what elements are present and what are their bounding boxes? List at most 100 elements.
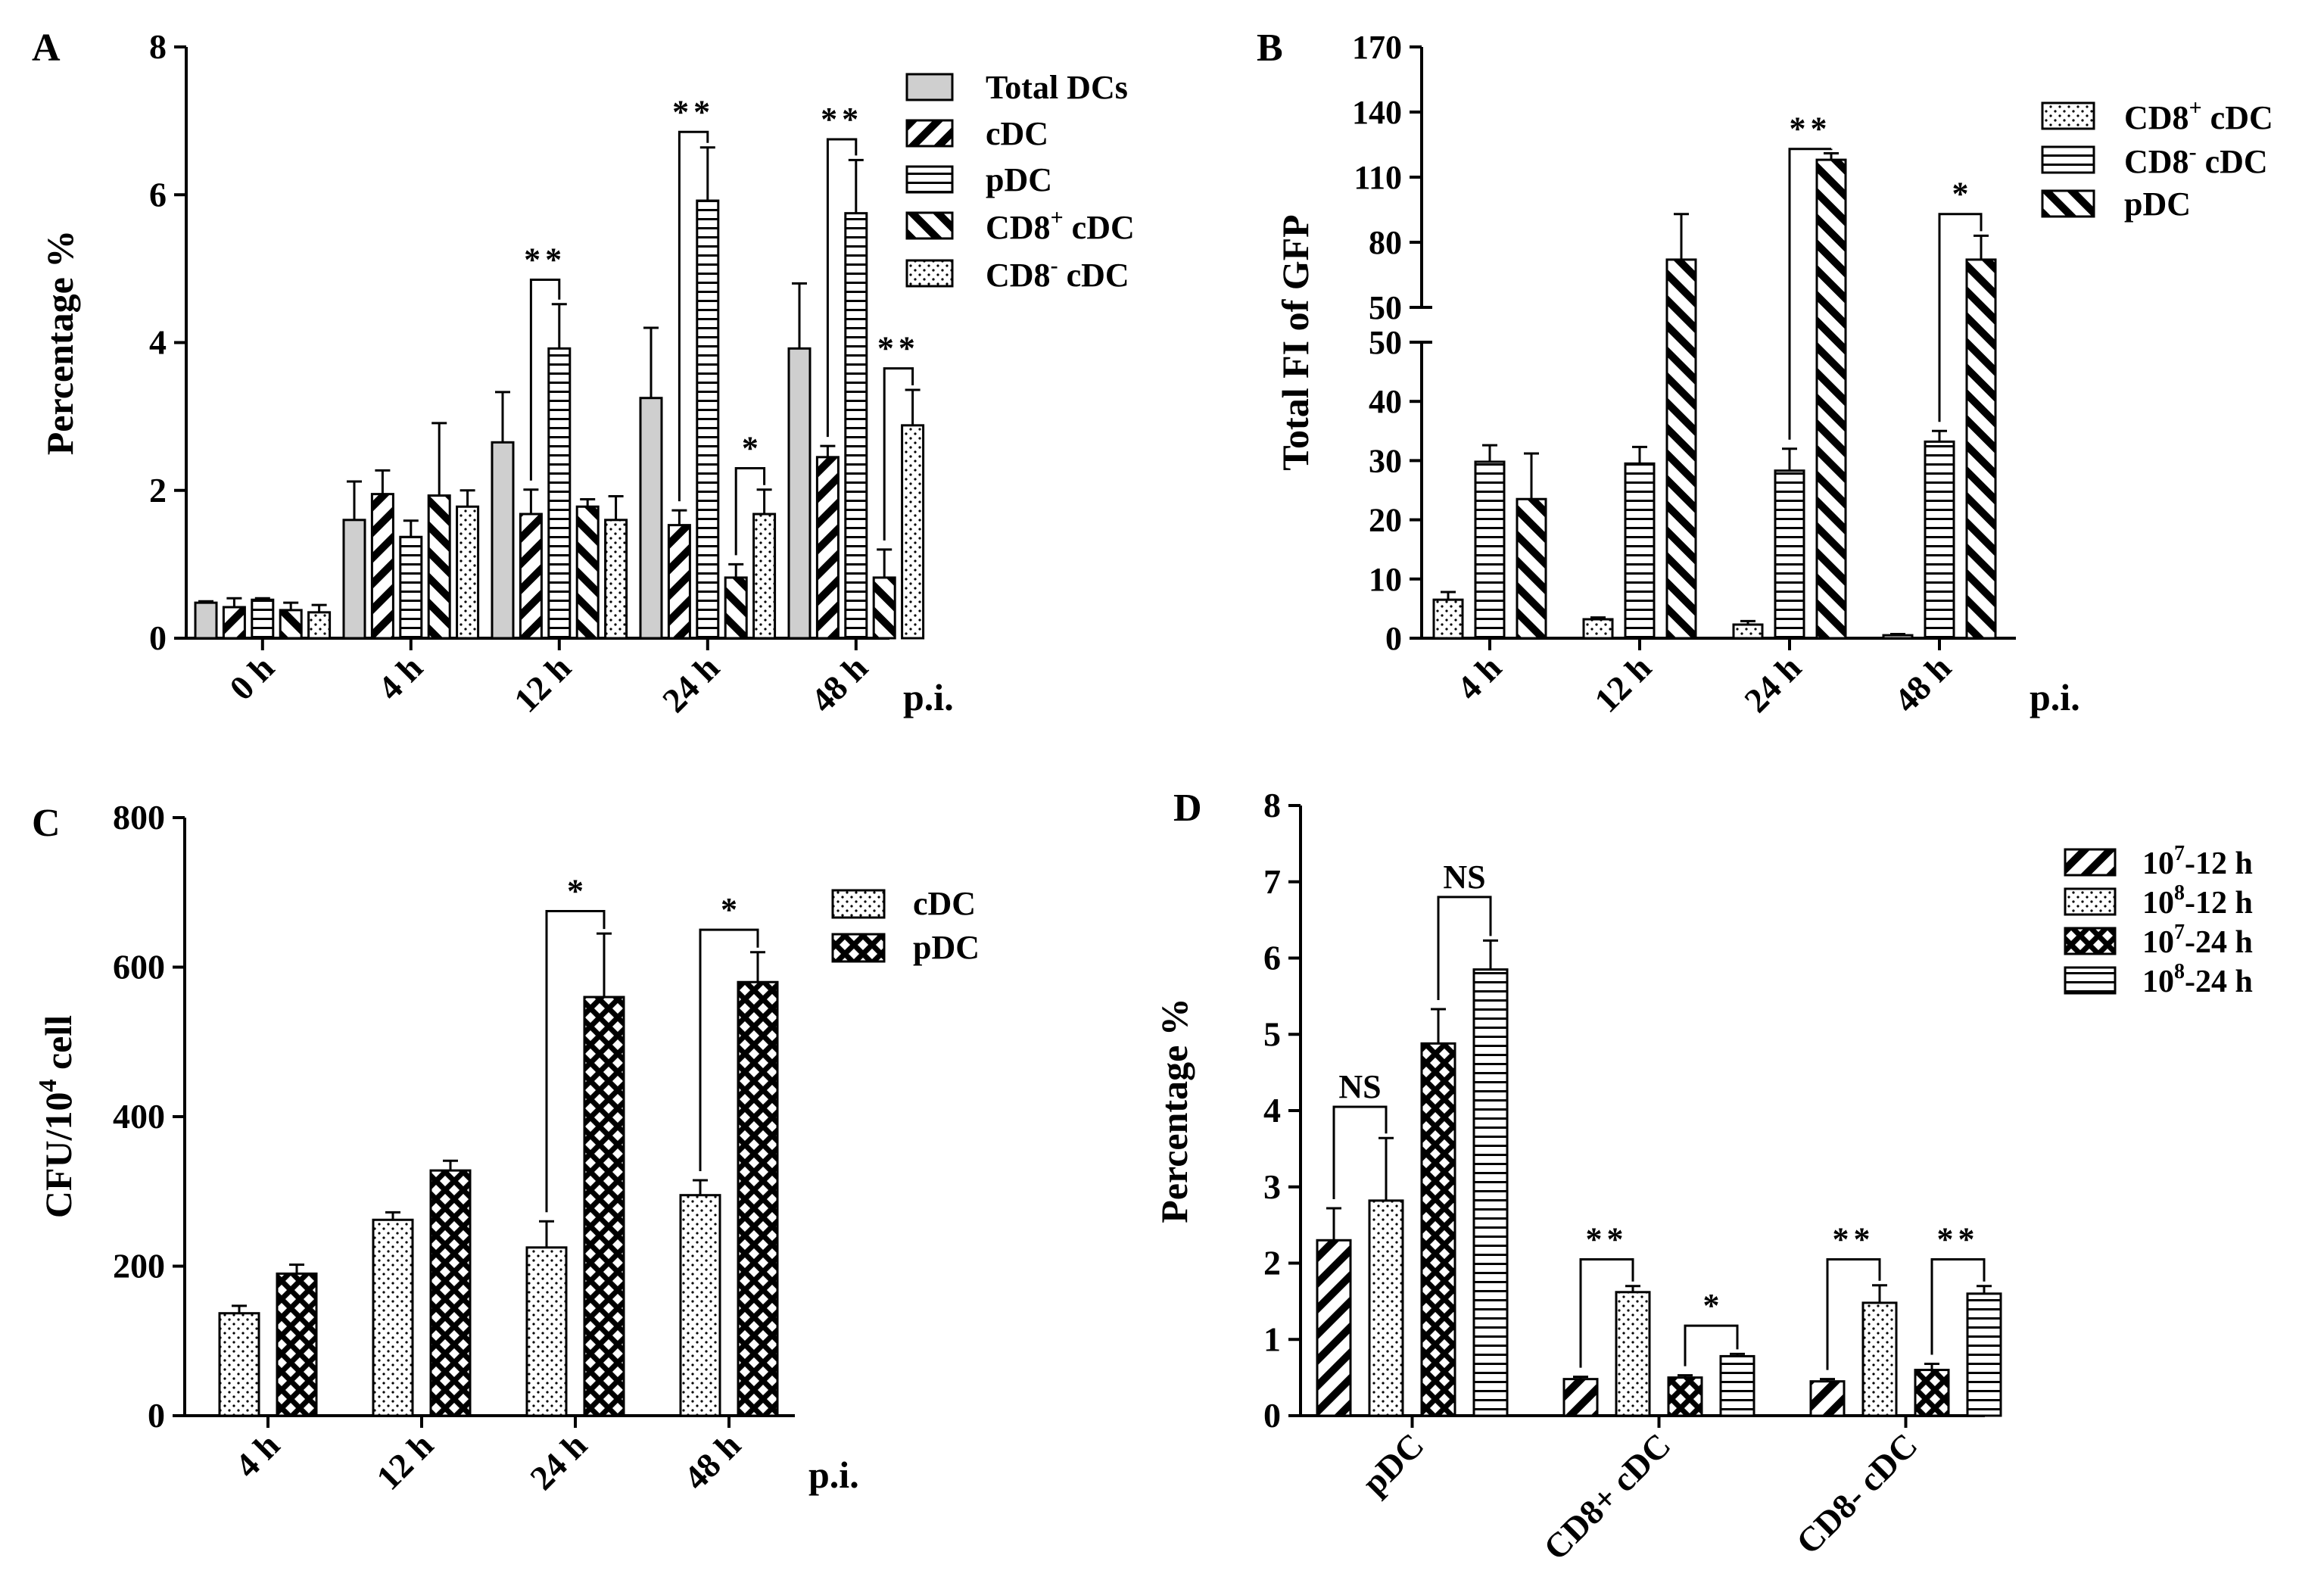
x-axis-suffix: p.i. — [903, 676, 954, 718]
bar — [844, 212, 868, 640]
legend-label: CD8- cDC — [2124, 139, 2268, 180]
y-tick-label: 8 — [149, 27, 167, 66]
y-tick-label: 400 — [113, 1097, 165, 1136]
bar — [1368, 1199, 1404, 1417]
legend-swatch — [905, 73, 954, 101]
bar — [279, 609, 303, 640]
bar — [456, 505, 480, 640]
y-tick-label: 2 — [1263, 1244, 1281, 1282]
bar — [901, 424, 925, 640]
significance-bracket — [1332, 1105, 1388, 1199]
legend-label: 108-24 h — [2142, 960, 2253, 999]
significance-label: ** — [1586, 1220, 1628, 1257]
legend-label: 107-24 h — [2142, 921, 2253, 960]
bar — [583, 996, 625, 1417]
y-tick-label: 6 — [1263, 939, 1281, 977]
legend-swatch — [831, 933, 886, 963]
bar — [342, 519, 366, 640]
y-tick-label: 4 — [149, 323, 167, 362]
significance-bracket — [545, 909, 606, 1213]
x-tick-label: 12 h — [506, 648, 578, 720]
y-tick-label: 7 — [1263, 862, 1281, 901]
y-axis-label: Percentage % — [1153, 998, 1195, 1223]
bar — [872, 576, 896, 640]
significance-bracket — [678, 130, 709, 502]
legend-label: CD8- cDC — [986, 253, 1129, 294]
y-tick-label: 8 — [1263, 786, 1281, 824]
y-axis-label: Percentage % — [39, 230, 81, 456]
significance-bracket — [883, 367, 914, 541]
legend-swatch — [2064, 966, 2117, 995]
significance-label: ** — [1790, 111, 1832, 148]
significance-label: ** — [524, 242, 566, 279]
bar — [1516, 497, 1547, 640]
y-tick-label: 20 — [1369, 502, 1402, 539]
x-axis-suffix: p.i. — [2030, 676, 2080, 718]
significance-label: * — [742, 429, 759, 466]
bar — [1809, 1380, 1846, 1417]
bar — [1861, 1301, 1898, 1417]
bar — [724, 576, 748, 640]
legend-swatch — [905, 259, 954, 288]
bar — [1665, 258, 1697, 640]
significance-label: NS — [1443, 858, 1485, 896]
legend-label: Total DCs — [986, 69, 1128, 106]
legend-label: pDC — [913, 929, 980, 966]
bar — [1882, 634, 1914, 640]
panel-a: A 0 2 4 6 8 Percentage % 0 h 4 h 12 h 24 h 48 h p.i… — [32, 26, 1135, 720]
bar — [218, 1312, 260, 1417]
significance-label: * — [567, 872, 584, 909]
significance-label: * — [1703, 1287, 1720, 1324]
y-tick-label: 3 — [1263, 1167, 1281, 1206]
x-tick-label: CD8- cDC — [1789, 1426, 1925, 1562]
legend-label: cDC — [986, 115, 1048, 152]
bar — [427, 494, 451, 640]
y-tick-label: 10 — [1369, 561, 1402, 598]
y-tick-label: 1 — [1263, 1320, 1281, 1358]
significance-label: * — [721, 891, 737, 928]
panel-label: C — [32, 802, 61, 845]
y-tick-label: 140 — [1352, 94, 1402, 131]
significance-label: ** — [1937, 1220, 1980, 1257]
y-tick-label: 800 — [113, 798, 165, 837]
bar — [604, 519, 628, 640]
significance-label: ** — [877, 330, 920, 367]
x-tick-label: 4 h — [1450, 648, 1509, 708]
bar — [1815, 158, 1847, 640]
x-tick-label: 48 h — [803, 648, 875, 720]
y-tick-label: 0 — [1385, 620, 1402, 657]
significance-label: ** — [672, 93, 715, 130]
y-tick-label: 5 — [1263, 1014, 1281, 1053]
x-tick-label: CD8+ cDC — [1536, 1426, 1678, 1567]
legend-label: cDC — [913, 885, 976, 922]
y-tick-label: 50 — [1369, 324, 1402, 361]
bar — [1924, 440, 1955, 640]
y-tick-label: 200 — [113, 1247, 165, 1285]
x-tick-label: 48 h — [1886, 648, 1958, 720]
significance-bracket — [734, 466, 766, 556]
y-tick-label: 600 — [113, 948, 165, 986]
significance-bracket — [1930, 1257, 1986, 1355]
x-tick-label: 0 h — [222, 648, 282, 708]
significance-bracket — [826, 138, 858, 438]
bar — [1719, 1354, 1755, 1417]
legend-c: cDC pDC — [831, 885, 980, 966]
bar — [1316, 1239, 1352, 1417]
legend-swatch — [905, 211, 954, 240]
bar — [575, 505, 600, 640]
y-tick-label: 4 — [1263, 1091, 1281, 1130]
legend-b: CD8+ cDC CD8- cDC pDC — [2041, 95, 2273, 223]
bar — [276, 1272, 318, 1417]
bar — [696, 199, 720, 640]
bar — [194, 601, 218, 640]
y-tick-label: 40 — [1369, 383, 1402, 420]
bar — [1966, 1292, 2002, 1417]
y-axis-label: Total FI of GFP — [1274, 214, 1316, 470]
legend-swatch — [905, 119, 954, 148]
bar — [787, 347, 812, 640]
x-tick-label: 4 h — [228, 1426, 288, 1485]
legend-label: pDC — [2124, 185, 2191, 223]
bar — [752, 513, 777, 640]
